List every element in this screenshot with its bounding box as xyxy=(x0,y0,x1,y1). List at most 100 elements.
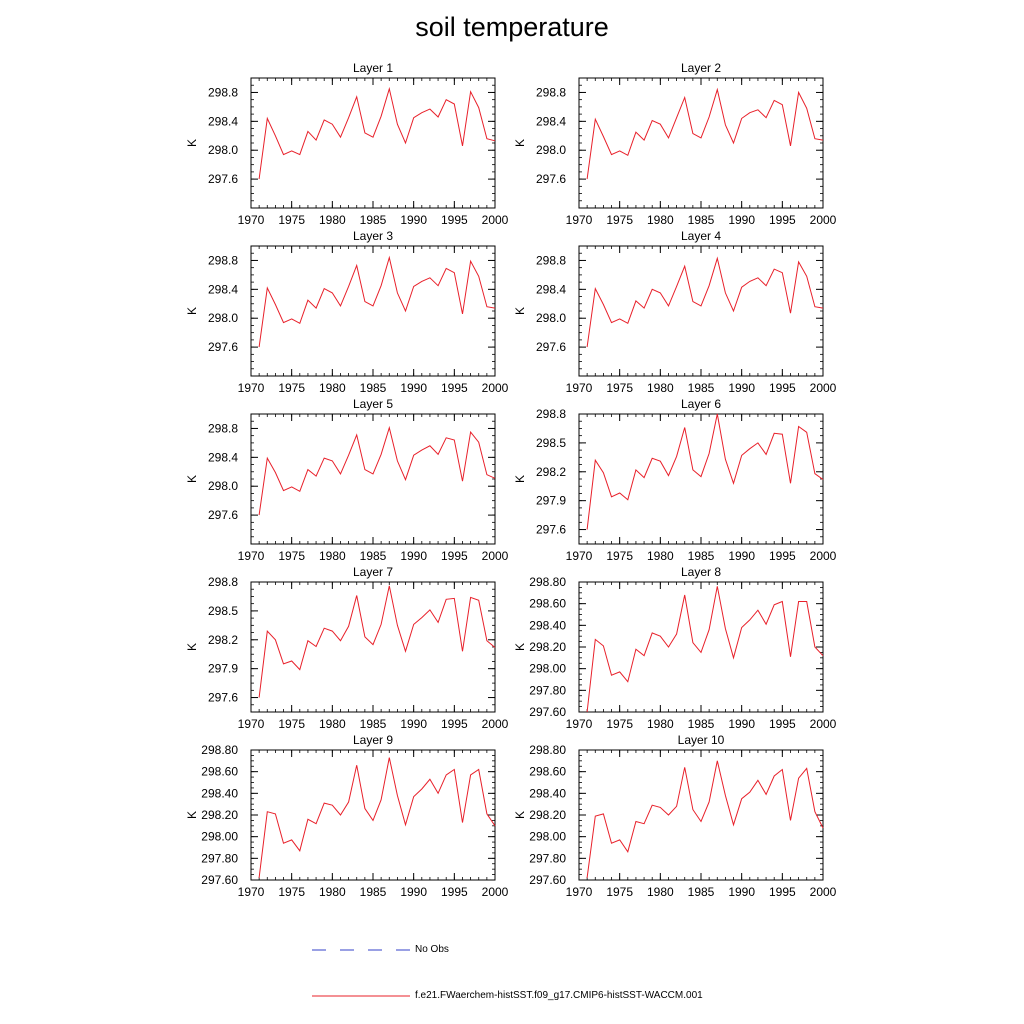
y-tick-label: 298.0 xyxy=(536,311,566,325)
y-tick-label: 297.9 xyxy=(208,662,238,676)
x-tick-label: 1985 xyxy=(688,549,715,563)
x-tick-label: 1995 xyxy=(769,885,796,899)
panel-7: Layer 7 K 1970 1975 1980 1985 1990 1995 2000 297.… xyxy=(185,565,509,731)
panel-title: Layer 1 xyxy=(353,61,393,75)
x-tick-label: 2000 xyxy=(482,549,509,563)
x-tick-label: 1975 xyxy=(606,213,633,227)
y-tick-label: 298.0 xyxy=(536,143,566,157)
x-tick-label: 1980 xyxy=(319,885,346,899)
panel-6: Layer 6 K 1970 1975 1980 1985 1990 1995 2000 297.… xyxy=(513,397,837,563)
x-tick-label: 1985 xyxy=(360,213,387,227)
panel-title: Layer 10 xyxy=(678,733,725,747)
series-line xyxy=(258,585,496,698)
series-line xyxy=(258,425,496,516)
plot-frame xyxy=(578,245,824,377)
plot-frame xyxy=(250,581,496,713)
x-tick-label: 1980 xyxy=(319,549,346,563)
series-line xyxy=(586,413,824,530)
y-axis-label: K xyxy=(185,307,199,315)
panel-title: Layer 7 xyxy=(353,565,393,579)
panel-title: Layer 2 xyxy=(681,61,721,75)
panel-title: Layer 4 xyxy=(681,229,721,243)
y-tick-label: 298.0 xyxy=(208,479,238,493)
x-tick-label: 1995 xyxy=(769,717,796,731)
panel-title: Layer 8 xyxy=(681,565,721,579)
y-tick-label: 297.80 xyxy=(529,683,566,697)
x-tick-label: 1980 xyxy=(319,213,346,227)
x-tick-label: 1995 xyxy=(441,885,468,899)
x-tick-label: 2000 xyxy=(482,213,509,227)
panel-1: Layer 1 K 1970 1975 1980 1985 1990 1995 2000 297.… xyxy=(185,61,509,227)
x-tick-label: 1995 xyxy=(769,213,796,227)
y-tick-label: 298.8 xyxy=(208,575,238,589)
x-tick-label: 1995 xyxy=(769,549,796,563)
x-tick-label: 1980 xyxy=(647,549,674,563)
panel-2: Layer 2 K 1970 1975 1980 1985 1990 1995 2000 297.… xyxy=(513,61,837,227)
x-tick-label: 1995 xyxy=(441,213,468,227)
y-axis-label: K xyxy=(185,643,199,651)
y-tick-label: 298.20 xyxy=(529,808,566,822)
x-tick-label: 2000 xyxy=(810,549,837,563)
y-axis-label: K xyxy=(513,811,527,819)
y-tick-label: 297.6 xyxy=(536,523,566,537)
y-axis-label: K xyxy=(513,139,527,147)
series-line xyxy=(258,757,496,878)
y-tick-label: 298.40 xyxy=(529,618,566,632)
y-tick-label: 298.2 xyxy=(208,633,238,647)
y-tick-label: 298.20 xyxy=(201,808,238,822)
y-axis-label: K xyxy=(513,643,527,651)
series-line xyxy=(586,87,824,180)
y-tick-label: 297.80 xyxy=(529,851,566,865)
x-tick-label: 2000 xyxy=(810,381,837,395)
x-tick-label: 1985 xyxy=(360,717,387,731)
panel-8: Layer 8 K 1970 1975 1980 1985 1990 1995 2000 297.… xyxy=(513,565,837,731)
x-tick-label: 1985 xyxy=(360,549,387,563)
x-tick-label: 1975 xyxy=(606,381,633,395)
x-tick-label: 1985 xyxy=(360,885,387,899)
x-tick-label: 1985 xyxy=(688,885,715,899)
x-tick-label: 1980 xyxy=(647,213,674,227)
x-tick-label: 1975 xyxy=(606,885,633,899)
x-tick-label: 2000 xyxy=(482,885,509,899)
series-line xyxy=(586,760,824,878)
y-tick-label: 298.80 xyxy=(529,743,566,757)
x-tick-label: 1995 xyxy=(441,381,468,395)
plot-frame xyxy=(578,749,824,881)
y-tick-label: 298.8 xyxy=(536,407,566,421)
y-tick-label: 297.6 xyxy=(536,340,566,354)
y-tick-label: 298.80 xyxy=(201,743,238,757)
y-tick-label: 298.8 xyxy=(208,253,238,267)
x-tick-label: 1980 xyxy=(319,717,346,731)
plot-frame xyxy=(578,581,824,713)
y-tick-label: 297.6 xyxy=(208,340,238,354)
panel-title: Layer 9 xyxy=(353,733,393,747)
y-tick-label: 297.6 xyxy=(208,691,238,705)
x-tick-label: 1970 xyxy=(238,885,265,899)
panel-title: Layer 5 xyxy=(353,397,393,411)
x-tick-label: 1980 xyxy=(319,381,346,395)
x-tick-label: 1990 xyxy=(400,549,427,563)
x-tick-label: 1980 xyxy=(647,717,674,731)
y-tick-label: 298.8 xyxy=(536,85,566,99)
y-axis-label: K xyxy=(185,475,199,483)
x-tick-label: 1970 xyxy=(566,213,593,227)
x-tick-label: 1970 xyxy=(566,717,593,731)
series-line xyxy=(586,586,824,713)
panel-9: Layer 9 K 1970 1975 1980 1985 1990 1995 2000 297.… xyxy=(185,733,509,899)
y-tick-label: 298.5 xyxy=(536,436,566,450)
y-tick-label: 298.00 xyxy=(529,662,566,676)
x-tick-label: 1990 xyxy=(728,381,755,395)
x-tick-label: 1970 xyxy=(238,213,265,227)
x-tick-label: 1985 xyxy=(688,213,715,227)
panel-4: Layer 4 K 1970 1975 1980 1985 1990 1995 2000 297.… xyxy=(513,229,837,395)
x-tick-label: 1990 xyxy=(728,885,755,899)
plot-frame xyxy=(578,413,824,545)
y-tick-label: 298.4 xyxy=(536,282,566,296)
x-tick-label: 1995 xyxy=(441,549,468,563)
y-tick-label: 298.60 xyxy=(529,597,566,611)
x-tick-label: 2000 xyxy=(482,381,509,395)
x-tick-label: 1975 xyxy=(278,549,305,563)
x-tick-label: 1985 xyxy=(688,381,715,395)
y-tick-label: 298.8 xyxy=(536,253,566,267)
x-tick-label: 1985 xyxy=(360,381,387,395)
